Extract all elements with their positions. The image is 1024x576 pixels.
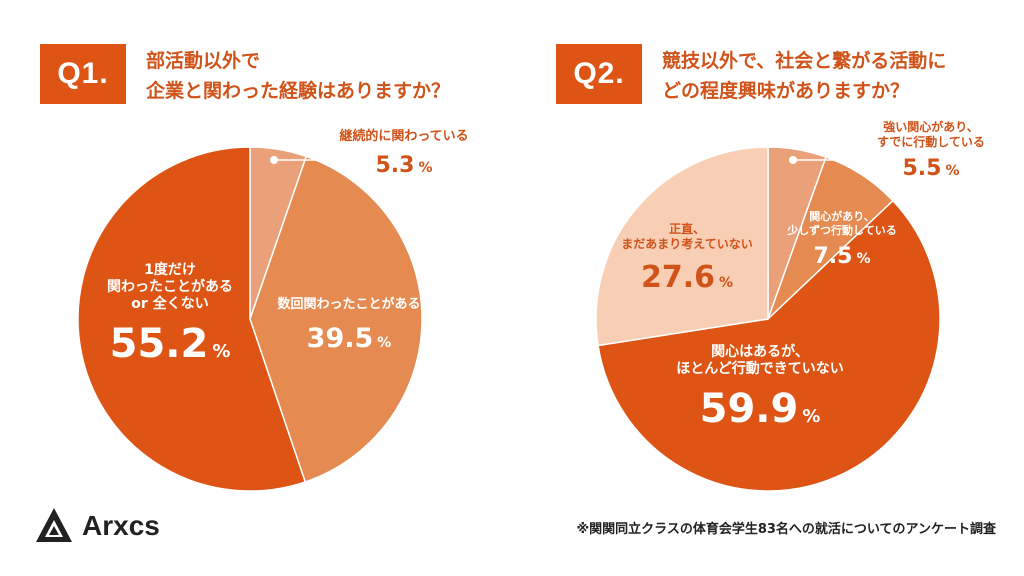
q1-slice1-label: 継続的に関わっている 5.3% xyxy=(334,128,474,178)
q1-slice2-text: 数回関わったことがある xyxy=(277,297,421,312)
q2-slice3-text1: 関心はあるが、 xyxy=(711,344,809,360)
q1-slice2-value: 39.5% xyxy=(264,323,434,354)
q2-slice4-text2: まだあまり考えていない xyxy=(621,237,753,251)
q2-slice4-text1: 正直、 xyxy=(668,222,705,236)
q1-slice2-label: 数回関わったことがある 39.5% xyxy=(264,296,434,354)
q2-slice1-text2: すでに行動している xyxy=(877,135,985,149)
q1-badge: Q1. xyxy=(40,44,126,104)
q2-slice1-pct: % xyxy=(945,163,960,179)
q1-pie-slice-3 xyxy=(77,146,307,492)
q1-slice3-number: 55.2 xyxy=(109,321,209,367)
q1-slice3-text2: 関わったことがある xyxy=(107,279,233,295)
q2-pie-slice-4 xyxy=(595,146,769,347)
q1-slice3-label: 1度だけ 関わったことがある or 全くない 55.2% xyxy=(80,262,260,367)
q2-slice3-number: 59.9 xyxy=(699,386,799,432)
q2-slice3-label: 関心はあるが、 ほとんど行動できていない 59.9% xyxy=(640,344,880,432)
arxcs-logo: Arxcs xyxy=(34,502,160,550)
logo-text: Arxcs xyxy=(82,510,160,541)
q2-slice2-label: 関心があり、 少しずつ行動している 7.5% xyxy=(772,210,912,269)
q2-slice1-text1: 強い関心があり、 xyxy=(883,120,979,134)
q2-title-line2: どの程度興味がありますか？ xyxy=(662,80,910,102)
q2-slice1-number: 5.5 xyxy=(902,156,942,181)
q2-pie-chart xyxy=(595,146,941,492)
q1-slice2-pct: % xyxy=(377,335,392,351)
q1-slice2-number: 39.5 xyxy=(306,323,374,354)
q1-title-line2: 企業と関わった経験はありますか？ xyxy=(146,80,451,102)
q2-slice2-pct: % xyxy=(856,251,871,267)
q2-slice4-value: 27.6% xyxy=(612,260,762,295)
q1-slice3-text3: or 全くない xyxy=(131,296,209,312)
q1-slice1-value: 5.3% xyxy=(334,153,474,178)
q2-slice4-pct: % xyxy=(719,275,734,291)
q2-slice3-pct: % xyxy=(802,406,821,427)
q2-slice4-label: 正直、 まだあまり考えていない 27.6% xyxy=(612,222,762,295)
q2-slice3-value: 59.9% xyxy=(640,386,880,432)
q2-slice2-text2: 少しずつ行動している xyxy=(787,224,897,237)
q2-slice3-text2: ほとんど行動できていない xyxy=(676,361,844,377)
q1-slice1-number: 5.3 xyxy=(375,153,415,178)
q1-title: 部活動以外で 企業と関わった経験はありますか？ xyxy=(146,46,450,106)
q1-pie-chart xyxy=(77,146,423,492)
q1-slice1-text: 継続的に関わっている xyxy=(339,129,469,144)
arxcs-logo-icon xyxy=(36,508,72,542)
q1-pie-slice-2 xyxy=(249,155,423,483)
q1-slice3-pct: % xyxy=(212,341,231,362)
q2-slice2-text1: 関心があり、 xyxy=(809,210,875,223)
q2-slice1-label: 強い関心があり、 すでに行動している 5.5% xyxy=(856,120,1006,181)
q2-slice2-value: 7.5% xyxy=(772,244,912,269)
q2-title: 競技以外で、社会と繋がる活動に どの程度興味がありますか？ xyxy=(662,46,946,106)
q2-badge: Q2. xyxy=(556,44,642,104)
q1-title-line1: 部活動以外で xyxy=(146,50,261,72)
survey-footnote: ※関関同立クラスの体育会学生83名への就活についてのアンケート調査 xyxy=(576,522,996,537)
q2-slice2-number: 7.5 xyxy=(813,244,853,269)
q2-slice4-number: 27.6 xyxy=(640,260,715,295)
q2-slice1-value: 5.5% xyxy=(856,156,1006,181)
q1-slice3-value: 55.2% xyxy=(80,321,260,367)
q1-slice1-pct: % xyxy=(418,160,433,176)
q1-slice3-text1: 1度だけ xyxy=(144,262,196,278)
q2-title-line1: 競技以外で、社会と繋がる活動に xyxy=(662,50,947,72)
q2-pie-slice-3 xyxy=(597,199,941,492)
